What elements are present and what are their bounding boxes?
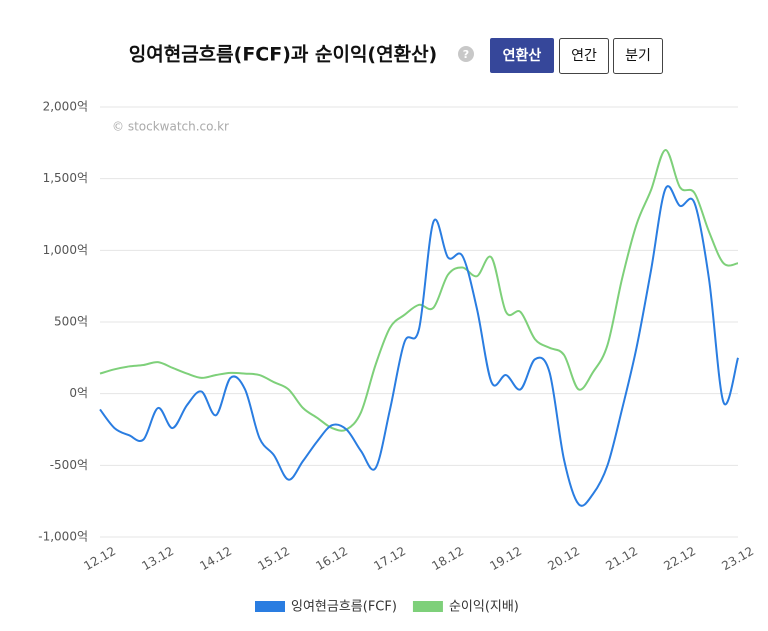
legend-swatch [412,601,443,612]
legend-swatch [255,601,285,612]
legend-label: 순이익(지배) [449,600,519,615]
y-tick-label: 2,000억 [43,100,88,114]
button-quarter[interactable] [613,38,663,74]
legend-label: 잉여현금흐름(FCF) [291,600,397,615]
x-tick-label: 19.12 [487,544,524,573]
button-label[interactable]: 연환산 [503,47,542,64]
x-tick-label: 23.12 [719,544,756,573]
x-tick-label: 18.12 [429,544,466,573]
button-annual[interactable] [559,38,609,74]
x-tick-label: 12.12 [81,544,118,573]
chart-title: 잉여현금흐름(FCF)과 순이익(연환산) [129,44,438,66]
x-tick-label: 21.12 [603,544,640,573]
x-tick-label: 17.12 [371,544,408,573]
button-label[interactable]: 연간 [571,48,597,64]
x-tick-label: 13.12 [139,544,176,573]
x-tick-label: 20.12 [545,544,582,573]
button-annual-ttm[interactable] [490,38,554,73]
series-line [99,148,739,432]
y-tick-label: -500억 [50,458,88,472]
y-tick-label: 500억 [54,315,88,329]
button-label[interactable]: 분기 [625,48,651,64]
series-line [99,185,739,507]
x-tick-label: 15.12 [255,544,292,573]
x-tick-label: 14.12 [197,544,234,573]
x-tick-label: 16.12 [313,544,350,573]
y-tick-label: 1,000억 [43,243,88,257]
help-icon[interactable]: ? [463,48,469,61]
y-tick-label: 0억 [69,386,88,400]
y-tick-label: 1,500억 [43,171,88,185]
x-tick-label: 22.12 [661,544,698,573]
y-tick-label: -1,000억 [38,530,88,544]
watermark: © stockwatch.co.kr [112,120,229,134]
help-icon-bg[interactable] [458,46,474,62]
